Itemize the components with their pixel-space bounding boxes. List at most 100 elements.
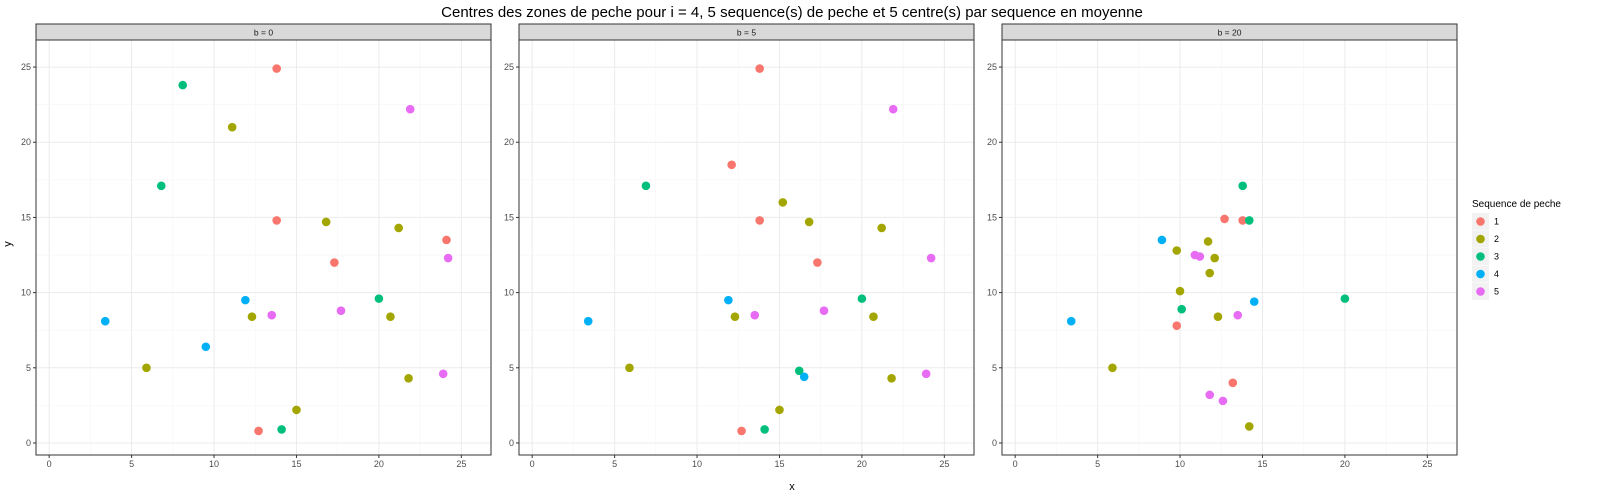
legend-label-1: 1: [1494, 217, 1499, 227]
data-point-seq-2: [804, 217, 814, 227]
y-tick-label: 10: [504, 288, 514, 298]
data-point-seq-1: [1172, 321, 1182, 330]
facet-panel-1: b = 0 0 5 10 15 20 25 0 5 10 15 20 25: [21, 23, 492, 469]
legend-label-2: 2: [1494, 234, 1499, 244]
legend-key-2: [1476, 234, 1485, 244]
data-point-seq-5: [336, 306, 346, 315]
data-point-seq-1: [1228, 378, 1238, 388]
legend-key-4: [1476, 269, 1485, 279]
data-point-seq-5: [405, 104, 415, 114]
data-point-seq-5: [750, 310, 760, 320]
data-point-seq-2: [1205, 268, 1215, 278]
data-point-seq-4: [724, 295, 733, 305]
data-point-seq-1: [272, 64, 281, 73]
data-point-seq-1: [272, 216, 281, 225]
data-point-seq-1: [755, 64, 764, 73]
data-point-seq-3: [1244, 216, 1254, 225]
data-points: [100, 64, 453, 436]
legend-label-5: 5: [1494, 287, 1499, 297]
data-point-seq-5: [267, 310, 277, 320]
data-point-seq-4: [241, 295, 250, 305]
legend-key-3: [1476, 252, 1485, 261]
data-point-seq-3: [794, 366, 804, 376]
x-tick-label: 25: [456, 459, 466, 469]
x-tick-label: 10: [209, 459, 219, 469]
y-tick-label: 15: [21, 212, 31, 222]
data-point-seq-2: [1203, 237, 1213, 246]
grid-lines: [519, 40, 974, 455]
data-point-seq-1: [330, 258, 339, 267]
y-tick-label: 15: [987, 212, 997, 222]
y-tick-label: 25: [987, 62, 997, 72]
data-point-seq-3: [641, 181, 651, 191]
y-tick-label: 15: [504, 212, 514, 222]
data-point-seq-3: [1340, 294, 1350, 303]
data-point-seq-2: [730, 312, 740, 321]
data-point-seq-1: [442, 235, 451, 245]
data-point-seq-5: [888, 104, 898, 114]
data-point-seq-5: [1195, 252, 1205, 261]
y-tick-label: 0: [26, 438, 31, 448]
y-axis-title: y: [2, 241, 14, 247]
data-point-seq-2: [1244, 422, 1254, 431]
x-tick-label: 25: [939, 459, 949, 469]
x-tick-label: 5: [612, 459, 617, 469]
data-point-seq-2: [142, 363, 151, 373]
legend-label-4: 4: [1494, 269, 1499, 279]
data-points: [1066, 181, 1350, 431]
facet-strip-label: b = 5: [737, 28, 756, 38]
data-point-seq-5: [438, 369, 448, 379]
data-point-seq-1: [254, 426, 263, 436]
y-tick-label: 10: [987, 288, 997, 298]
panel-border: [518, 39, 975, 456]
facet-strip-label: b = 0: [254, 28, 273, 38]
y-tick-label: 0: [509, 438, 514, 448]
data-point-seq-2: [404, 374, 413, 383]
legend-title: Sequence de peche: [1472, 199, 1561, 210]
data-point-seq-4: [1157, 235, 1167, 245]
x-tick-label: 25: [1422, 459, 1432, 469]
data-point-seq-2: [1175, 286, 1185, 296]
panel-border: [35, 39, 492, 456]
data-point-seq-1: [755, 216, 764, 225]
data-point-seq-4: [1249, 297, 1259, 306]
x-tick-label: 10: [692, 459, 702, 469]
data-point-seq-4: [201, 342, 211, 352]
x-tick-label: 20: [857, 459, 867, 469]
y-tick-label: 10: [21, 288, 31, 298]
data-point-seq-5: [926, 253, 936, 263]
facet-strip-label: b = 20: [1218, 28, 1242, 38]
y-tick-label: 20: [987, 137, 997, 147]
x-tick-label: 0: [1013, 459, 1018, 469]
data-point-seq-3: [1177, 304, 1186, 314]
data-point-seq-2: [625, 363, 634, 373]
data-point-seq-2: [227, 122, 237, 132]
legend-label-3: 3: [1494, 252, 1499, 262]
data-point-seq-3: [857, 294, 867, 303]
data-point-seq-1: [727, 160, 736, 170]
facet-panel-3: b = 20 0 5 10 15 20 25 0 5 10 15 20 25: [987, 23, 1458, 469]
data-point-seq-2: [321, 217, 331, 227]
data-point-seq-2: [1213, 312, 1223, 321]
y-tick-label: 25: [504, 62, 514, 72]
y-tick-label: 5: [26, 363, 31, 373]
data-point-seq-2: [1172, 246, 1182, 255]
data-point-seq-4: [583, 316, 593, 326]
data-point-seq-5: [1233, 310, 1243, 320]
data-point-seq-3: [760, 425, 769, 434]
grid-lines: [36, 40, 491, 455]
data-point-seq-1: [813, 258, 822, 267]
data-point-seq-2: [869, 312, 878, 321]
data-point-seq-5: [921, 369, 931, 379]
data-point-seq-1: [1238, 216, 1247, 225]
x-tick-label: 15: [291, 459, 301, 469]
panel-border: [1001, 39, 1458, 456]
data-point-seq-5: [1205, 390, 1215, 400]
data-point-seq-3: [277, 425, 286, 434]
x-tick-label: 10: [1175, 459, 1185, 469]
data-point-seq-5: [443, 253, 453, 263]
y-tick-label: 25: [21, 62, 31, 72]
grid-lines: [1002, 40, 1457, 455]
data-point-seq-2: [778, 198, 788, 207]
legend-key-1: [1476, 217, 1485, 226]
